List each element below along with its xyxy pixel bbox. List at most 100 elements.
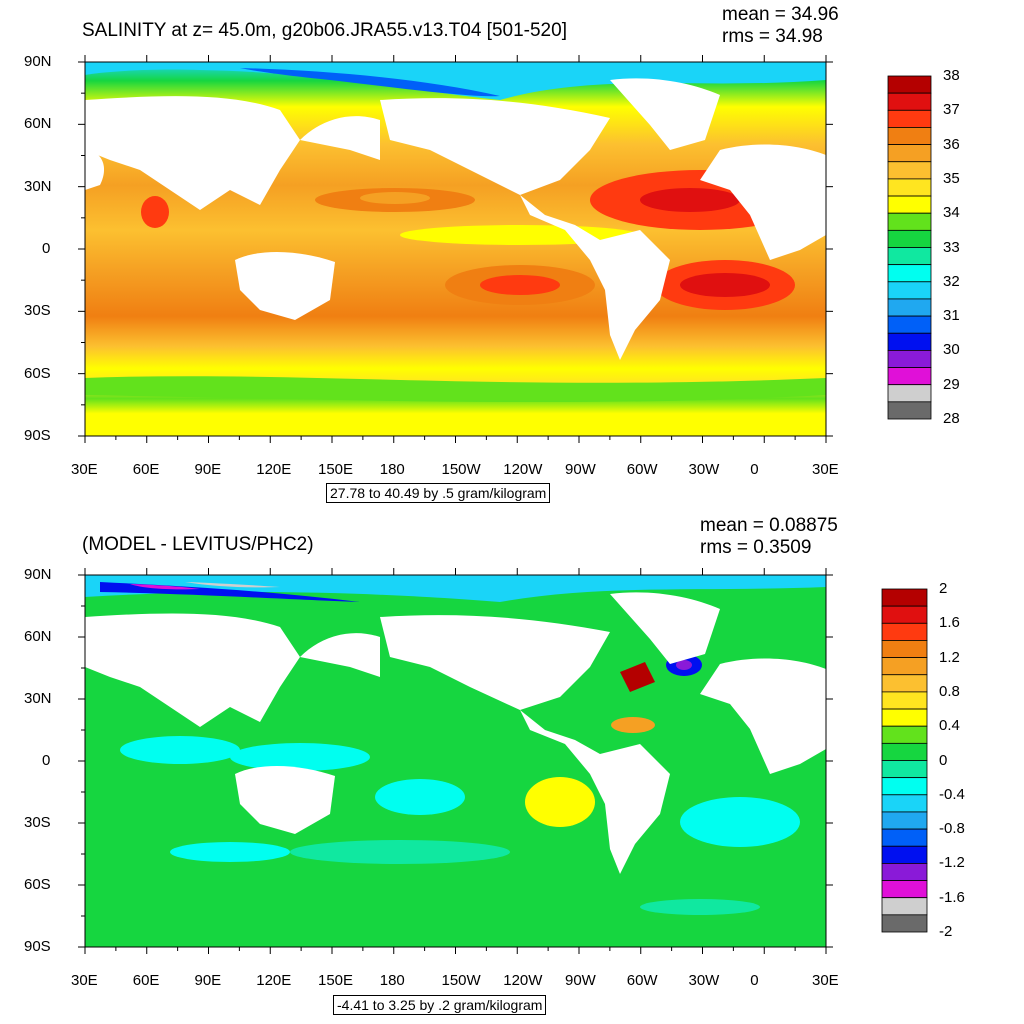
salinity-panel: SALINITY at z= 45.0m, g20b06.JRA55.v13.T… [24, 4, 960, 503]
colorbar-label: 37 [943, 101, 960, 119]
mean-stat: mean = 0.08875 [700, 515, 838, 536]
y-tick-label: 90S [24, 427, 51, 444]
colorbar-label: 0 [939, 751, 948, 769]
x-tick-label: 0 [750, 461, 759, 478]
colorbar-swatch [887, 384, 932, 403]
colorbar-swatch [887, 127, 932, 145]
x-tick-label: 120E [256, 461, 292, 478]
mean-stat: mean = 34.96 [722, 4, 839, 25]
chart-title: (MODEL - LEVITUS/PHC2) [82, 534, 314, 555]
x-tick-label: 120W [503, 461, 543, 478]
y-tick-label: 60S [24, 876, 51, 893]
colorbar-swatch [887, 367, 932, 386]
colorbar-swatch [881, 588, 928, 607]
difference-panel: (MODEL - LEVITUS/PHC2) mean = 0.08875 rm… [0, 512, 1024, 1024]
colorbar-label: 30 [943, 341, 960, 359]
colorbar-swatch [881, 622, 928, 641]
y-tick-label: 90N [24, 566, 52, 583]
colorbar-label: 1.6 [939, 614, 960, 632]
colorbar-swatch [881, 742, 928, 761]
colorbar-swatch [887, 298, 932, 317]
rms-stat: rms = 34.98 [722, 26, 823, 47]
colorbar-swatch [881, 914, 928, 933]
colorbar-label: -1.2 [939, 854, 965, 872]
chart-title: SALINITY at z= 45.0m, g20b06.JRA55.v13.T… [82, 20, 567, 41]
x-tick-label: 180 [379, 461, 405, 478]
colorbar-label: 0.4 [939, 717, 960, 735]
x-tick-label: 90W [565, 972, 596, 989]
colorbar-label: 29 [943, 375, 960, 393]
axis-ticks [78, 55, 833, 443]
colorbar-swatch [887, 195, 932, 214]
contour-range-note: -4.41 to 3.25 by .2 gram/kilogram [333, 995, 547, 1015]
colorbar-swatch [887, 212, 932, 231]
x-tick-label: 60W [626, 461, 658, 478]
colorbar-label: -0.4 [939, 785, 965, 803]
colorbar-swatch [887, 247, 932, 266]
x-tick-label: 150W [441, 972, 481, 989]
x-tick-label: 120W [503, 972, 543, 989]
colorbar-label: 1.2 [939, 648, 960, 666]
x-tick-label: 90E [194, 461, 222, 478]
y-tick-label: 30S [24, 302, 51, 320]
x-tick-label: 150E [318, 461, 354, 478]
y-tick-label: 30S [24, 814, 51, 831]
x-tick-label: 150W [441, 461, 481, 478]
colorbar-label: -0.8 [939, 820, 965, 838]
colorbar [887, 75, 932, 420]
y-tick-label: 0 [42, 240, 51, 257]
x-tick-label: 30W [688, 972, 720, 989]
colorbar-swatch [887, 281, 932, 300]
y-tick-label: 90S [24, 938, 51, 955]
y-tick-label: 60N [24, 115, 52, 133]
colorbar-label: 38 [943, 67, 960, 84]
colorbar-swatch [881, 845, 928, 864]
colorbar [881, 588, 928, 933]
y-tick-label: 0 [42, 752, 51, 769]
colorbar-label: 34 [943, 204, 960, 222]
y-tick-label: 30N [24, 690, 52, 707]
x-tick-label: 30W [688, 461, 720, 478]
axis-ticks [78, 568, 833, 954]
colorbar-swatch [881, 691, 928, 710]
land-mask [85, 78, 826, 360]
colorbar-label: 35 [943, 169, 960, 187]
colorbar-swatch [881, 760, 928, 779]
x-tick-label: 60E [132, 461, 160, 478]
colorbar-label: 31 [943, 307, 960, 325]
x-tick-label: 30E [71, 461, 98, 478]
colorbar-swatch [887, 264, 932, 283]
colorbar-swatch [887, 332, 932, 351]
colorbar-swatch [887, 401, 932, 420]
colorbar-swatch [881, 657, 928, 676]
salinity-map-svg [78, 55, 932, 443]
colorbar-swatch [887, 229, 932, 248]
colorbar-swatch [887, 349, 932, 368]
difference-map-svg [78, 568, 928, 954]
colorbar-swatch [881, 777, 928, 796]
colorbar-swatch [881, 862, 928, 881]
colorbar-swatch [881, 828, 928, 847]
x-tick-label: 0 [750, 972, 759, 989]
rms-stat: rms = 0.3509 [700, 537, 812, 558]
colorbar-swatch [881, 640, 928, 658]
colorbar-swatch [887, 109, 932, 128]
colorbar-swatch [887, 75, 932, 94]
colorbar-label: -1.6 [939, 888, 965, 906]
colorbar-swatch [881, 811, 928, 830]
x-tick-label: 90E [194, 972, 222, 989]
colorbar-swatch [887, 161, 932, 180]
colorbar-swatch [881, 605, 928, 624]
colorbar-label: 33 [943, 238, 960, 256]
colorbar-swatch [881, 674, 928, 693]
colorbar-swatch [887, 144, 932, 163]
colorbar-swatch [887, 178, 932, 197]
colorbar-swatch [881, 794, 928, 813]
colorbar-swatch [881, 880, 928, 899]
colorbar-swatch [887, 92, 932, 111]
colorbar-label: -2 [939, 923, 953, 940]
x-tick-label: 30E [812, 461, 839, 478]
x-tick-label: 90W [565, 461, 596, 478]
colorbar-label: 0.8 [939, 682, 960, 700]
x-tick-label: 60W [626, 972, 658, 989]
